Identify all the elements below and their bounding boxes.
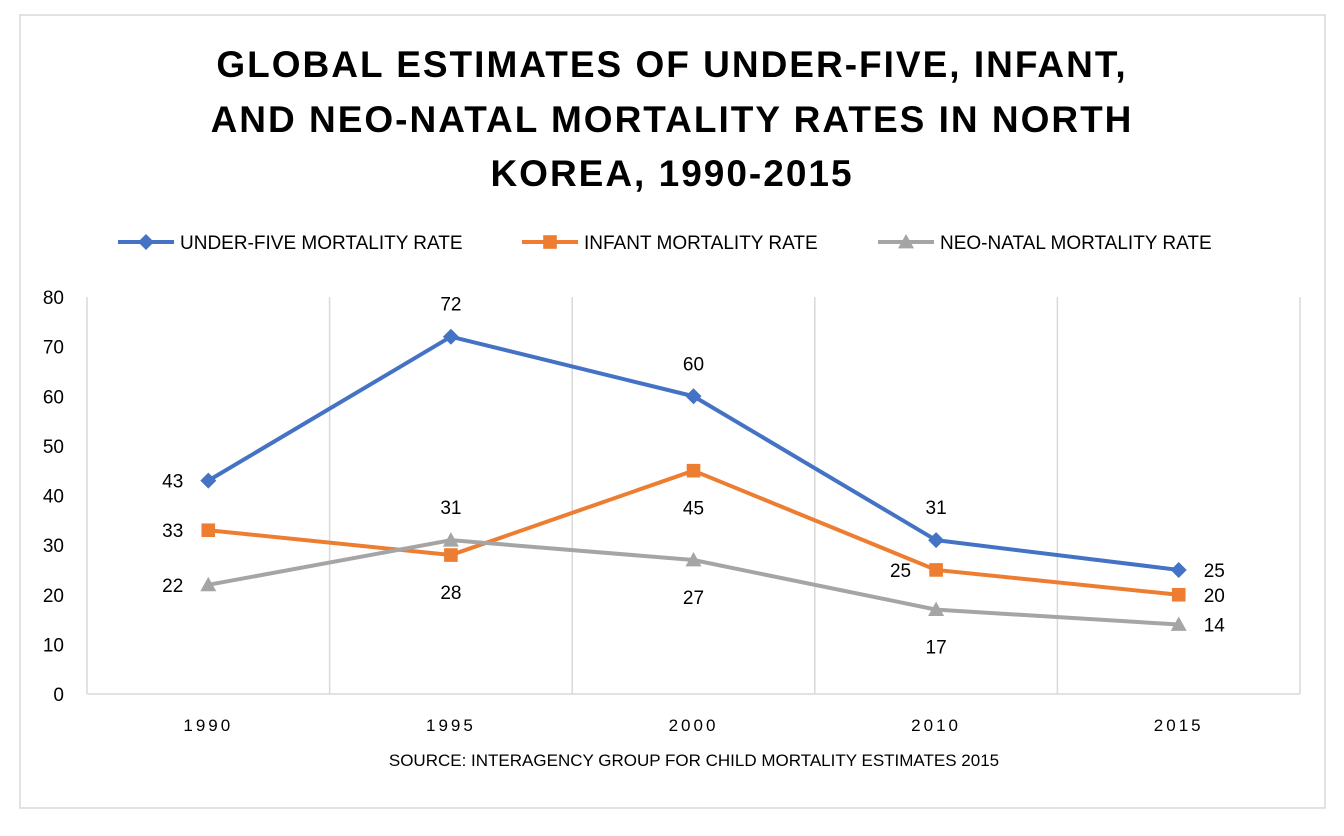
triangle-marker bbox=[898, 234, 914, 249]
legend-item-1: INFANT MORTALITY RATE bbox=[522, 233, 818, 254]
data-label: 31 bbox=[926, 498, 947, 519]
y-tick-label: 40 bbox=[43, 487, 64, 508]
data-label: 20 bbox=[1204, 586, 1225, 607]
y-tick-label: 80 bbox=[43, 288, 64, 309]
square-marker bbox=[1171, 587, 1186, 602]
triangle-marker bbox=[442, 532, 459, 547]
triangle-marker bbox=[1170, 616, 1187, 631]
chart-title-line-3: KOREA, 1990-2015 bbox=[490, 153, 853, 194]
square-marker bbox=[201, 523, 216, 538]
data-label: 17 bbox=[926, 638, 947, 659]
data-label: 33 bbox=[162, 521, 183, 542]
y-tick-label: 60 bbox=[43, 387, 64, 408]
x-axis-title: SOURCE: INTERAGENCY GROUP FOR CHILD MORT… bbox=[389, 751, 999, 770]
chart-border bbox=[19, 14, 1326, 809]
diamond-marker bbox=[685, 388, 702, 405]
chart-title-line-1: GLOBAL ESTIMATES OF UNDER-FIVE, INFANT, bbox=[216, 44, 1127, 85]
data-label: 60 bbox=[683, 354, 704, 375]
y-tick-label: 70 bbox=[43, 338, 64, 359]
square-marker bbox=[686, 463, 701, 478]
chart-title-line-2: AND NEO-NATAL MORTALITY RATES IN NORTH bbox=[211, 99, 1134, 140]
series-0: 43 72 60 31 25 bbox=[162, 295, 1225, 582]
square-marker bbox=[444, 548, 458, 562]
data-label: 43 bbox=[162, 472, 183, 493]
y-tick-label: 0 bbox=[53, 685, 64, 706]
y-tick-label: 30 bbox=[43, 536, 64, 557]
square-marker bbox=[929, 563, 943, 577]
y-tick-label: 20 bbox=[43, 586, 64, 607]
diamond-marker bbox=[1170, 561, 1187, 578]
data-label: 28 bbox=[440, 583, 461, 604]
x-tick-label: 1990 bbox=[183, 716, 233, 735]
square-marker bbox=[543, 235, 557, 249]
series-1: 33 28 45 25 20 bbox=[162, 463, 1225, 607]
diamond-marker bbox=[200, 472, 217, 489]
diamond-marker bbox=[928, 532, 945, 549]
legend-label: NEO-NATAL MORTALITY RATE bbox=[940, 233, 1212, 254]
x-tick-label: 2000 bbox=[669, 716, 719, 735]
data-label: 22 bbox=[162, 576, 183, 597]
x-tick-label: 1995 bbox=[426, 716, 476, 735]
legend-item-2: NEO-NATAL MORTALITY RATE bbox=[878, 233, 1212, 254]
data-label: 25 bbox=[1204, 561, 1225, 582]
y-tick-label: 10 bbox=[43, 635, 64, 656]
x-tick-label: 2010 bbox=[911, 716, 961, 735]
triangle-marker bbox=[200, 576, 217, 592]
legend-label: INFANT MORTALITY RATE bbox=[584, 233, 818, 254]
x-tick-label: 2015 bbox=[1154, 716, 1204, 735]
diamond-marker bbox=[442, 328, 459, 345]
y-tick-label: 50 bbox=[43, 437, 64, 458]
triangle-marker bbox=[685, 552, 702, 567]
data-label: 14 bbox=[1204, 616, 1226, 637]
data-label: 27 bbox=[683, 588, 704, 609]
data-label: 25 bbox=[890, 561, 911, 582]
series-2: 22 31 27 17 14 bbox=[162, 498, 1225, 658]
data-label: 31 bbox=[440, 498, 461, 519]
data-label: 72 bbox=[440, 295, 461, 316]
data-label: 45 bbox=[683, 499, 704, 520]
triangle-marker bbox=[928, 601, 945, 617]
legend-item-0: UNDER-FIVE MORTALITY RATE bbox=[118, 233, 463, 254]
legend-label: UNDER-FIVE MORTALITY RATE bbox=[180, 233, 463, 254]
diamond-marker bbox=[138, 234, 154, 250]
